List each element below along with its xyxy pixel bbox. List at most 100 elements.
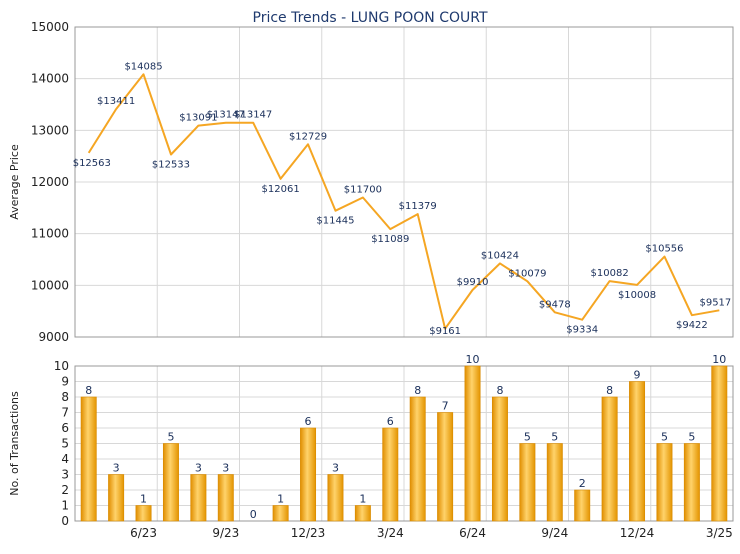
price-data-label: $9334: [566, 325, 598, 336]
transaction-count-label: 10: [466, 353, 480, 366]
transaction-count-label: 0: [250, 508, 257, 521]
price-data-label: $11379: [399, 201, 437, 212]
transaction-bar: [190, 474, 207, 522]
transaction-bar: [382, 427, 399, 522]
count-axis-tick-label: 5: [61, 437, 69, 451]
price-axis-tick-label: 12000: [31, 175, 69, 189]
price-data-label: $12061: [262, 184, 300, 195]
price-data-label: $11089: [371, 234, 409, 245]
price-axis-tick-label: 15000: [31, 20, 69, 34]
transaction-count-label: 6: [305, 415, 312, 428]
transaction-bar: [135, 505, 152, 522]
transaction-bar: [354, 505, 371, 522]
count-axis-tick-label: 10: [54, 359, 69, 373]
transaction-count-label: 8: [85, 384, 92, 397]
transaction-bar: [574, 489, 591, 522]
price-data-label: $13147: [234, 110, 272, 121]
transaction-count-label: 3: [332, 462, 339, 475]
transaction-bar: [683, 443, 700, 522]
price-data-label: $9910: [457, 277, 489, 288]
month-tick-label: 9/24: [541, 526, 568, 540]
transaction-count-label: 5: [167, 431, 174, 444]
count-axis-tick-label: 6: [61, 421, 69, 435]
price-data-label: $13147: [207, 110, 245, 121]
transaction-bar: [629, 381, 646, 522]
transaction-count-label: 2: [579, 477, 586, 490]
transaction-count-label: 9: [634, 369, 641, 382]
transaction-count-label: 8: [496, 384, 503, 397]
transaction-bar: [491, 396, 508, 522]
transaction-bar: [437, 412, 454, 522]
price-axis-tick-label: 13000: [31, 123, 69, 137]
month-tick-label: 3/24: [377, 526, 404, 540]
price-data-label: $10424: [481, 250, 519, 261]
transaction-bar: [108, 474, 125, 522]
month-tick-label: 9/23: [212, 526, 239, 540]
transaction-count-label: 6: [387, 415, 394, 428]
transaction-count-label: 5: [688, 431, 695, 444]
transaction-bar: [80, 396, 97, 522]
transaction-bar: [656, 443, 673, 522]
price-data-label: $11445: [316, 216, 354, 227]
count-axis-tick-label: 1: [61, 499, 69, 513]
count-axis-tick-label: 3: [61, 468, 69, 482]
average-price-line: [87, 73, 720, 330]
transaction-count-label: 10: [712, 353, 726, 366]
price-axis-title: Average Price: [8, 144, 21, 220]
transaction-bar: [711, 365, 728, 522]
month-tick-label: 6/23: [130, 526, 157, 540]
price-data-label: $10556: [645, 244, 683, 255]
count-axis-tick-label: 2: [61, 483, 69, 497]
transaction-count-label: 3: [113, 462, 120, 475]
transaction-count-label: 5: [551, 431, 558, 444]
transaction-count-label: 8: [414, 384, 421, 397]
price-axis-tick-label: 9000: [38, 330, 69, 344]
price-data-label: $13411: [97, 96, 135, 107]
count-axis-tick-label: 4: [61, 452, 69, 466]
price-data-label: $10079: [508, 268, 546, 279]
transaction-count-label: 7: [442, 400, 449, 413]
count-plot-frame: [74, 365, 734, 522]
count-axis-tick-label: 9: [61, 375, 69, 389]
transaction-bar: [327, 474, 344, 522]
count-axis-tick-label: 8: [61, 390, 69, 404]
transaction-count-label: 5: [524, 431, 531, 444]
price-data-label: $12729: [289, 131, 327, 142]
price-data-label: $10008: [618, 290, 656, 301]
transaction-bar: [546, 443, 563, 522]
chart-title: Price Trends - LUNG POON COURT: [253, 10, 488, 26]
transaction-bar: [162, 443, 179, 522]
transaction-bar: [409, 396, 426, 522]
month-tick-label: 12/24: [620, 526, 655, 540]
month-tick-label: 12/23: [291, 526, 326, 540]
month-tick-label: 6/24: [459, 526, 486, 540]
transaction-bar: [272, 505, 289, 522]
price-plot-frame: [74, 26, 734, 338]
price-axis-tick-label: 10000: [31, 278, 69, 292]
price-data-label: $14085: [124, 61, 162, 72]
price-data-label: $9517: [699, 297, 731, 308]
price-data-label: $9478: [539, 299, 571, 310]
transaction-count-label: 1: [277, 493, 284, 506]
price-data-label: $12533: [152, 159, 190, 170]
transaction-count-label: 8: [606, 384, 613, 397]
price-data-label: $10082: [591, 268, 629, 279]
transaction-bar: [464, 365, 481, 522]
transaction-count-label: 1: [359, 493, 366, 506]
price-axis-tick-label: 11000: [31, 227, 69, 241]
transaction-count-label: 3: [195, 462, 202, 475]
transaction-bar: [217, 474, 234, 522]
count-axis-title: No. of Transactions: [8, 391, 21, 496]
price-data-label: $13091: [179, 113, 217, 124]
price-axis-tick-label: 14000: [31, 72, 69, 86]
price-data-label: $12563: [73, 158, 111, 169]
transaction-count-label: 3: [222, 462, 229, 475]
transaction-bar: [519, 443, 536, 522]
price-data-label: $11700: [344, 185, 382, 196]
price-data-label: $9422: [676, 320, 708, 331]
transaction-bar: [300, 427, 317, 522]
transaction-count-label: 1: [140, 493, 147, 506]
count-axis-tick-label: 0: [61, 514, 69, 528]
